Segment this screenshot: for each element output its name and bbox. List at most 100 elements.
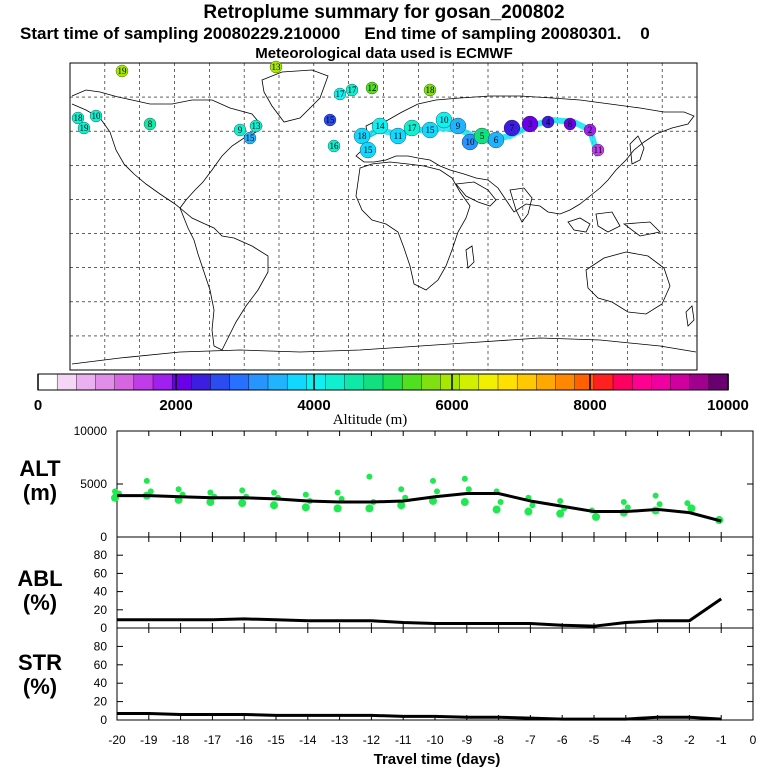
colorbar-cell bbox=[56, 373, 78, 391]
alt-scatter-point bbox=[430, 477, 436, 484]
alt-scatter-point bbox=[434, 488, 440, 495]
x-tick-label: -20 bbox=[108, 733, 126, 747]
colorbar-ticks: 0 2000 4000 6000 8000 10000 bbox=[34, 374, 749, 414]
colorbar-cell bbox=[651, 373, 672, 391]
x-axis: -20 -19 -18 -17 -16 -15 -14 -13 -12 -11 -10 -9 -8 -7-… bbox=[108, 733, 756, 747]
colorbar-cell bbox=[344, 373, 365, 391]
colorbar: 0 2000 4000 6000 8000 10000 Altitude (m) bbox=[34, 373, 749, 428]
colorbar-cell bbox=[171, 373, 193, 391]
alt-scatter-point bbox=[302, 491, 309, 498]
plume-day-label: 19 bbox=[118, 66, 128, 76]
plume-day-label: 14 bbox=[376, 121, 386, 131]
plume-blob bbox=[365, 81, 379, 95]
colorbar-label: Altitude (m) bbox=[333, 412, 408, 428]
x-tick-label: -9 bbox=[461, 733, 472, 747]
plume-day-label: 13 bbox=[252, 121, 262, 131]
str-unit: (%) bbox=[23, 674, 57, 699]
x-tick-label: -8 bbox=[493, 733, 504, 747]
alt-scatter-point bbox=[334, 489, 341, 496]
plume-blob bbox=[327, 139, 341, 153]
colorbar-cell bbox=[555, 373, 576, 391]
alt-scatter-point bbox=[239, 487, 246, 494]
plume-blob bbox=[71, 111, 85, 125]
alt-scatter-point bbox=[557, 497, 564, 504]
plume-blob bbox=[449, 117, 467, 135]
coastlines bbox=[71, 69, 697, 365]
colorbar-cell bbox=[708, 373, 729, 391]
plume-day-label: 11 bbox=[394, 131, 403, 141]
plume-blob bbox=[541, 115, 555, 129]
y-tick-label: 60 bbox=[94, 566, 108, 580]
colorbar-cell bbox=[536, 373, 557, 391]
colorbar-cell bbox=[478, 373, 499, 391]
plume-day-label: 9 bbox=[238, 125, 243, 135]
met-data-note: Meteorological data used is ECMWF bbox=[255, 45, 513, 62]
x-tick-label: -16 bbox=[236, 733, 254, 747]
alt-scatter-point bbox=[338, 495, 345, 502]
colorbar-cell bbox=[421, 373, 442, 391]
plume-day-label: 7 bbox=[510, 123, 515, 133]
colorbar-cell bbox=[612, 373, 633, 391]
colorbar-cell bbox=[267, 373, 288, 391]
plume-blob bbox=[323, 113, 337, 127]
y-tick-label: 40 bbox=[94, 676, 108, 690]
plume-blob bbox=[269, 60, 283, 74]
plume-blob bbox=[233, 123, 247, 137]
x-tick-label: -13 bbox=[331, 733, 349, 747]
alt-scatter-point bbox=[460, 498, 469, 507]
plume-blob bbox=[77, 121, 91, 135]
plume-blob bbox=[583, 123, 597, 137]
plume-blob bbox=[353, 127, 371, 145]
colorbar-cell bbox=[133, 373, 154, 391]
plume-day-label: 18 bbox=[426, 85, 436, 95]
abl-panel: 80 60 40 20 0 bbox=[94, 536, 754, 635]
plume-blob bbox=[249, 119, 263, 133]
abl-label: ABL bbox=[17, 566, 62, 591]
colorbar-tick-label: 8000 bbox=[573, 397, 606, 414]
str-panel: 80 60 40 20 0 bbox=[94, 627, 754, 727]
plume-day-label: 17 bbox=[336, 89, 346, 99]
plume-day-label: 15 bbox=[364, 145, 374, 155]
plume-day-label: 9 bbox=[456, 121, 461, 131]
alt-scatter-point bbox=[556, 509, 565, 518]
colorbar-cell bbox=[248, 373, 269, 391]
plume-day-label: 10 bbox=[440, 115, 450, 125]
panel-labels: ALT (m) ABL (%) STR (%) bbox=[17, 456, 62, 699]
colorbar-cell bbox=[440, 373, 461, 391]
colorbar-cell bbox=[516, 373, 538, 391]
colorbar-cell bbox=[670, 373, 691, 391]
alt-scatter-point bbox=[143, 477, 150, 484]
panel-frame bbox=[116, 627, 754, 721]
alt-scatter-point bbox=[366, 473, 373, 480]
alt-scatter-point bbox=[429, 496, 437, 505]
y-tick-label: 10000 bbox=[74, 424, 108, 438]
alt-scatter-point bbox=[656, 501, 663, 508]
plume-blob bbox=[403, 119, 421, 137]
alt-unit: (m) bbox=[23, 480, 57, 505]
plume-day-label: 10 bbox=[466, 137, 476, 147]
x-tick-label: -17 bbox=[204, 733, 222, 747]
plume-day-label: 8 bbox=[568, 119, 573, 129]
alt-scatter-point bbox=[684, 500, 691, 507]
alt-panel: 10000 5000 0 bbox=[74, 424, 754, 544]
colorbar-cells bbox=[37, 373, 729, 391]
colorbar-cell bbox=[574, 373, 595, 391]
alt-scatter-point bbox=[461, 475, 468, 482]
colorbar-cell bbox=[325, 373, 346, 391]
plume-day-label: 2 bbox=[588, 125, 593, 135]
plume-day-label: 19 bbox=[80, 123, 90, 133]
colorbar-cell bbox=[631, 373, 653, 391]
plume-blob bbox=[333, 87, 347, 101]
plume-day-label: 17 bbox=[408, 123, 418, 133]
plume-day-label: 6 bbox=[494, 135, 499, 145]
abl-unit: (%) bbox=[23, 590, 57, 615]
plume-day-label: 11 bbox=[594, 145, 603, 155]
plume-day-label: 16 bbox=[330, 141, 340, 151]
colorbar-cell bbox=[363, 373, 384, 391]
x-tick-label: -6 bbox=[557, 733, 568, 747]
plume-day-label: 15 bbox=[326, 115, 336, 125]
plume-blob bbox=[115, 64, 129, 78]
alt-scatter-point bbox=[624, 504, 631, 511]
plume-blob bbox=[359, 141, 377, 159]
